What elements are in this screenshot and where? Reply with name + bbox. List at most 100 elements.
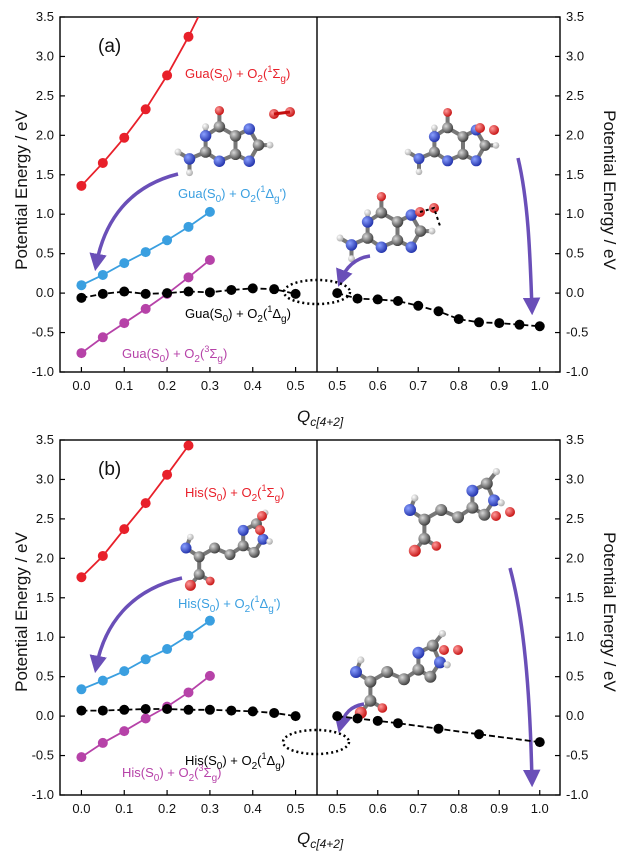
data-point	[162, 288, 173, 299]
data-point	[119, 524, 130, 535]
blue-atom	[405, 209, 418, 221]
series-label-sup: 1	[255, 594, 260, 604]
red-atom	[377, 703, 388, 713]
series-black-right	[332, 288, 545, 332]
series-label-sub1: 0	[217, 493, 223, 504]
y-tick-label-right: 3.0	[566, 48, 584, 63]
series-label-open: (	[250, 596, 255, 611]
gray-atom	[457, 148, 469, 160]
gray-atom	[435, 504, 448, 516]
arrow-a-right	[516, 157, 541, 316]
series-line	[80, 444, 190, 578]
white-atom	[492, 142, 500, 149]
series-label-prefix: His(S	[178, 596, 210, 611]
x-axis-label-b-main: Q	[297, 829, 310, 848]
red-atom	[205, 576, 215, 586]
data-point	[204, 615, 215, 626]
data-point	[119, 704, 130, 715]
data-point	[474, 317, 484, 328]
y-tick-label-left: 3.5	[36, 432, 54, 447]
data-point	[76, 752, 87, 763]
y-tick-label-left: 2.5	[36, 88, 54, 103]
gray-atom	[479, 139, 491, 151]
red-atom	[431, 541, 442, 551]
gray-atom	[478, 508, 491, 521]
x-tick-label-left: 0.4	[244, 801, 262, 816]
series-label-sub1: 0	[154, 773, 160, 784]
x-tick-label-left: 0.0	[72, 801, 90, 816]
data-point	[162, 70, 173, 81]
red-atom	[443, 108, 452, 117]
blue-atom	[412, 646, 425, 659]
gray-atom	[224, 549, 236, 561]
data-point	[97, 332, 108, 343]
series-label-term: Δ	[260, 596, 269, 611]
series-label-term: Σ	[204, 765, 212, 780]
arrow-a-left	[89, 172, 179, 272]
red-atom	[376, 192, 386, 202]
white-atom	[428, 227, 436, 235]
series-label-sup: 3	[199, 763, 204, 773]
y-tick-label-right: 1.5	[566, 590, 584, 605]
series-label-close: )	[286, 66, 290, 81]
blue-atom	[413, 153, 425, 165]
data-point	[226, 284, 237, 295]
red-atom	[257, 511, 267, 521]
x-tick-label-left: 0.3	[201, 801, 219, 816]
series-label-open: (	[263, 66, 268, 81]
series-label-open: (	[194, 765, 199, 780]
data-point	[162, 704, 173, 715]
data-point	[204, 206, 215, 217]
x-tick-label-right: 0.5	[328, 378, 346, 393]
series-label-sub3: g	[274, 194, 280, 205]
data-point	[140, 303, 151, 314]
series-label: Gua(S0) + O2(3Σg)	[122, 344, 227, 365]
y-tick-label-left: 3.0	[36, 471, 54, 486]
arrow-b-left	[89, 576, 183, 674]
gray-atom	[381, 666, 394, 678]
series-label: Gua(S0) + O2(1Σg)	[185, 64, 290, 85]
data-point	[97, 288, 108, 299]
data-point	[494, 318, 505, 329]
y-tick-label-left: 3.5	[36, 9, 54, 24]
series-label-sub2: 2	[189, 773, 195, 784]
white-atom	[202, 123, 210, 131]
data-point	[183, 272, 194, 283]
x-tick-label-right: 0.6	[369, 378, 387, 393]
guanine-molecule-mid-a	[336, 192, 441, 263]
plot-frame	[59, 439, 561, 796]
data-point	[76, 705, 87, 716]
y-tick-label-left: 0.0	[36, 285, 54, 300]
data-point	[119, 132, 130, 143]
blue-atom	[434, 656, 446, 669]
white-atom	[364, 209, 372, 217]
blue-atom	[405, 241, 418, 253]
ellipse-b-junction	[281, 728, 351, 756]
series-line	[81, 287, 296, 299]
y-tick-label-right: 0.5	[566, 246, 584, 261]
series-label-sup: 1	[267, 304, 272, 314]
series-blue-left	[76, 206, 215, 291]
series-label-sub3: g	[280, 74, 286, 85]
guanine-molecule-right-a	[404, 108, 500, 176]
data-point	[204, 254, 215, 265]
x-axis-label-a-main: Q	[297, 407, 310, 426]
gray-atom	[193, 568, 205, 580]
y-tick-label-right: 2.0	[566, 550, 584, 565]
series-label-term: Δ	[272, 306, 281, 321]
series-label-sup: 1	[262, 751, 267, 761]
gray-atom	[237, 540, 249, 552]
x-tick-label-left: 0.5	[287, 378, 305, 393]
y-tick-label-left: 2.0	[36, 127, 54, 142]
gray-atom	[398, 673, 410, 686]
x-tick-label-right: 0.6	[369, 801, 387, 816]
data-point	[183, 31, 194, 42]
data-point	[140, 104, 151, 115]
series-label-term: Δ	[267, 753, 276, 768]
series-label-sub2: 2	[257, 74, 263, 85]
series-label-prefix: His(S	[122, 765, 154, 780]
series-label-close: )	[287, 306, 291, 321]
blue-atom	[180, 542, 192, 554]
data-point	[269, 707, 280, 718]
y-tick-label-left: -1.0	[32, 364, 54, 379]
